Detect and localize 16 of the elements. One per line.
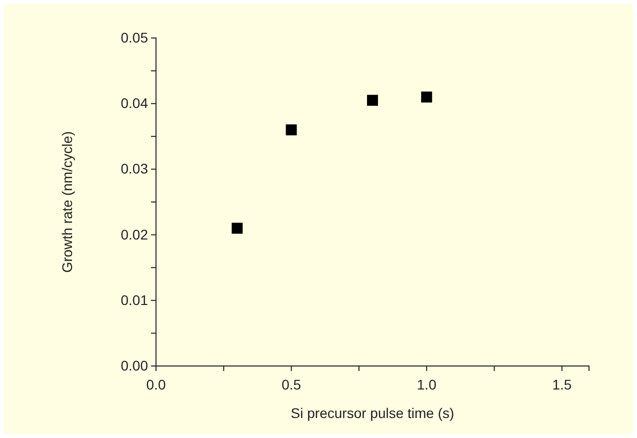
y-tick-label: 0.02	[120, 226, 148, 242]
x-tick-label: 1.0	[416, 376, 437, 392]
x-tick-label: 0.0	[146, 376, 166, 392]
y-axis-title: Growth rate (nm/cycle)	[59, 131, 75, 273]
y-tick-label: 0.01	[120, 292, 148, 308]
point	[367, 94, 378, 106]
x-tick-label: 1.5	[552, 376, 572, 392]
x-axis-title: Si precursor pulse time (s)	[290, 405, 454, 421]
y-tick-label: 0.00	[120, 357, 148, 374]
y-tick-label: 0.03	[120, 160, 148, 177]
y-tick-label: 0.05	[120, 29, 148, 46]
point	[232, 222, 243, 234]
x-tick-label: 0.5	[282, 376, 302, 392]
y-tick-label: 0.04	[120, 95, 148, 112]
point	[421, 92, 432, 103]
point	[286, 124, 297, 136]
